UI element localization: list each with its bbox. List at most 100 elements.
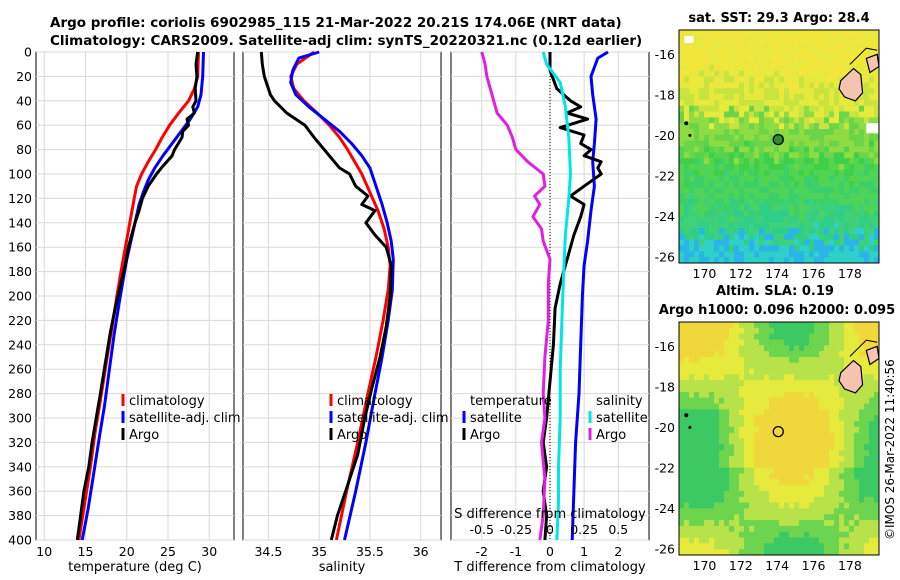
map-cell (749, 228, 755, 235)
map-cell (689, 327, 695, 335)
map-cell (769, 245, 775, 252)
map-cell (724, 496, 730, 503)
map-cell (829, 53, 835, 60)
map-cell (739, 374, 745, 381)
map-cell (694, 228, 700, 235)
map-cell (779, 339, 785, 346)
map-cell (854, 216, 860, 223)
map-cell (814, 362, 820, 369)
map-cell (754, 204, 760, 211)
map-cell (819, 216, 825, 223)
map-cell (849, 117, 855, 124)
map-cell (819, 59, 825, 66)
map-cell (699, 322, 705, 329)
map-cell (834, 204, 840, 211)
map-cell (714, 64, 720, 72)
map-cell (749, 368, 755, 375)
map-cell (874, 508, 880, 515)
map-cell (859, 134, 865, 142)
map-cell (814, 351, 820, 358)
map-cell (774, 520, 780, 527)
map-cell (739, 479, 745, 486)
map-cell (849, 30, 855, 37)
map-cell (874, 520, 880, 527)
island-shape (838, 359, 864, 394)
map-cell (809, 94, 815, 101)
map-cell (679, 490, 685, 498)
map-cell (784, 520, 790, 527)
map-cell (689, 216, 695, 223)
map-cell (779, 479, 785, 486)
map-cell (729, 129, 735, 136)
map-cell (744, 368, 750, 375)
map-cell (679, 467, 685, 474)
map-cell (759, 351, 765, 358)
map-cell (844, 339, 850, 346)
map-cell (714, 479, 720, 486)
map-cell (739, 380, 745, 387)
map-cell (809, 415, 815, 422)
map-cell (844, 520, 850, 527)
map-cell (859, 210, 865, 217)
map-cell (689, 351, 695, 358)
map-cell (794, 426, 800, 434)
map-cell (719, 245, 725, 252)
map-cell (754, 187, 760, 194)
map-cell (854, 397, 860, 404)
map-cell (744, 421, 750, 428)
map-cell (734, 397, 740, 404)
map-cell (709, 35, 715, 43)
map-cell (749, 47, 755, 54)
map-cell (749, 222, 755, 229)
map-cell (814, 198, 820, 206)
map-cell (804, 129, 810, 136)
map-cell (859, 473, 865, 480)
map-cell (724, 76, 730, 83)
map-cell (699, 356, 705, 364)
map-cell (699, 525, 705, 533)
map-cell (799, 228, 805, 235)
map-cell (834, 123, 840, 130)
map-cell (814, 508, 820, 515)
map-cell (799, 204, 805, 211)
map-cell (689, 520, 695, 527)
map-cell (724, 397, 730, 404)
map-cell (754, 181, 760, 188)
map-cell (714, 146, 720, 153)
map-cell (809, 111, 815, 118)
map-cell (734, 333, 740, 340)
map-cell (694, 175, 700, 182)
map-cell (684, 53, 690, 60)
map-cell (849, 391, 855, 399)
map-cell (794, 473, 800, 480)
map-cell (789, 140, 795, 147)
map-cell (864, 105, 870, 112)
map-cell (844, 111, 850, 118)
map-cell (864, 502, 870, 509)
map-cell (834, 403, 840, 410)
map-cell (799, 374, 805, 381)
map-cell (859, 140, 865, 147)
map-cell (714, 169, 720, 177)
map-cell (759, 111, 765, 118)
map-cell (829, 193, 835, 200)
map-cell (874, 531, 880, 538)
map-cell (804, 181, 810, 188)
map-cell (824, 444, 830, 451)
map-cell (824, 327, 830, 335)
map-cell (724, 432, 730, 439)
map-cell (684, 204, 690, 211)
map-cell (859, 356, 865, 364)
x-tick-label: -2 (475, 544, 487, 559)
map-cell (854, 543, 860, 550)
map-cell (719, 543, 725, 550)
map-cell (679, 345, 685, 352)
map-cell (714, 187, 720, 194)
y-tick-label: 60 (16, 118, 32, 133)
map-cell (744, 490, 750, 498)
map-cell (744, 163, 750, 171)
map-cell (814, 99, 820, 107)
map-cell (829, 111, 835, 118)
map-cell (739, 163, 745, 171)
map-cell (839, 146, 845, 153)
